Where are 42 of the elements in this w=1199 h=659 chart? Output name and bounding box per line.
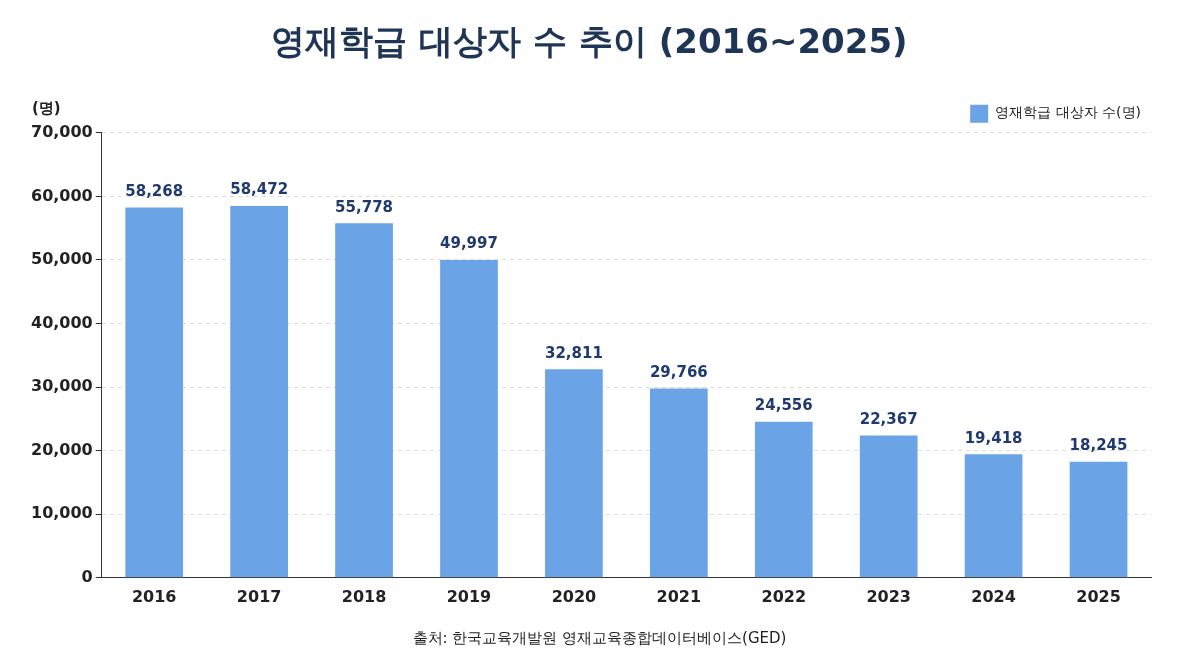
x-tick-label: 2017 [236,586,282,606]
source-note: 출처: 한국교육개발원 영재교육종합데이터베이스(GED) [412,629,787,648]
y-tick-label: 50,000 [30,249,93,269]
data-label: 58,268 [125,181,184,200]
bar [964,454,1023,578]
bar [1069,461,1128,578]
bar [125,207,184,578]
bar [649,388,708,578]
bar [754,421,813,578]
x-tick-label: 2024 [971,586,1016,606]
bar [440,259,498,578]
bar [230,206,288,578]
y-axis-title: (명) [32,99,61,118]
x-tick-label: 2016 [131,586,177,606]
x-tick-label: 2023 [866,586,911,606]
data-label: 18,245 [1069,436,1128,455]
x-tick-label: 2025 [1076,586,1121,606]
data-label: 22,367 [859,410,918,428]
bar [545,369,603,578]
y-tick-label: 20,000 [30,439,93,459]
y-tick-label: 0 [81,566,93,586]
data-label: 29,766 [649,362,708,381]
chart-title: 영재학급 대상자 수 추이 (2016~2025) [271,21,908,62]
y-tick-label: 10,000 [30,503,93,523]
data-label: 32,811 [544,343,603,362]
bar [859,435,918,578]
x-tick-label: 2021 [656,586,702,606]
x-tick-label: 2022 [761,586,807,606]
data-label: 24,556 [754,396,813,415]
data-label: 49,997 [440,234,498,253]
x-tick-label: 2020 [551,586,597,606]
y-tick-label: 30,000 [30,376,93,396]
y-tick-label: 60,000 [30,185,93,205]
legend-label: 영재학급 대상자 수(명) [995,104,1141,121]
data-label: 58,472 [230,180,289,199]
x-tick-label: 2019 [446,586,492,606]
data-label: 55,778 [335,197,393,216]
data-label: 19,418 [964,428,1023,447]
y-tick-label: 70,000 [30,121,93,141]
x-tick-label: 2018 [341,586,387,606]
bar [335,223,393,578]
y-tick-label: 40,000 [30,312,93,332]
